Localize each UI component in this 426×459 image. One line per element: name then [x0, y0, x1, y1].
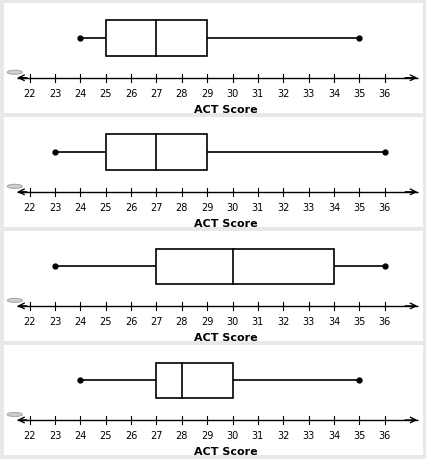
- Text: 32: 32: [276, 317, 289, 327]
- Text: 34: 34: [327, 89, 339, 99]
- Text: 31: 31: [251, 431, 263, 441]
- Text: 29: 29: [201, 431, 213, 441]
- Text: 32: 32: [276, 89, 289, 99]
- Text: 32: 32: [276, 203, 289, 213]
- Text: 23: 23: [49, 89, 61, 99]
- Text: ACT Score: ACT Score: [194, 105, 257, 114]
- Text: 30: 30: [226, 203, 238, 213]
- Text: 26: 26: [124, 89, 137, 99]
- Text: 22: 22: [23, 431, 36, 441]
- Text: 34: 34: [327, 317, 339, 327]
- Text: 31: 31: [251, 89, 263, 99]
- Text: 26: 26: [124, 203, 137, 213]
- Text: 33: 33: [302, 431, 314, 441]
- Circle shape: [7, 413, 22, 417]
- Text: 26: 26: [124, 317, 137, 327]
- Circle shape: [7, 71, 22, 75]
- Text: 36: 36: [378, 317, 390, 327]
- Circle shape: [7, 185, 22, 189]
- Circle shape: [7, 299, 22, 303]
- Text: 24: 24: [74, 203, 86, 213]
- Text: 34: 34: [327, 431, 339, 441]
- Text: 36: 36: [378, 203, 390, 213]
- Text: ACT Score: ACT Score: [194, 218, 257, 228]
- Text: 22: 22: [23, 317, 36, 327]
- Text: ACT Score: ACT Score: [194, 446, 257, 456]
- Text: 29: 29: [201, 89, 213, 99]
- Text: 24: 24: [74, 431, 86, 441]
- Text: 27: 27: [150, 317, 162, 327]
- Text: 27: 27: [150, 431, 162, 441]
- Text: 28: 28: [175, 431, 187, 441]
- Text: 34: 34: [327, 203, 339, 213]
- Bar: [156, 363, 232, 398]
- Bar: [106, 135, 207, 170]
- Text: 26: 26: [124, 431, 137, 441]
- Text: 33: 33: [302, 89, 314, 99]
- Text: 24: 24: [74, 89, 86, 99]
- Text: 30: 30: [226, 431, 238, 441]
- Text: 35: 35: [352, 431, 365, 441]
- Text: 32: 32: [276, 431, 289, 441]
- Text: 29: 29: [201, 203, 213, 213]
- Text: 23: 23: [49, 203, 61, 213]
- Text: 33: 33: [302, 203, 314, 213]
- Text: 29: 29: [201, 317, 213, 327]
- Text: 35: 35: [352, 89, 365, 99]
- Text: 28: 28: [175, 89, 187, 99]
- Text: 25: 25: [99, 203, 112, 213]
- Text: 30: 30: [226, 317, 238, 327]
- Text: 23: 23: [49, 431, 61, 441]
- Text: 28: 28: [175, 317, 187, 327]
- Text: 25: 25: [99, 317, 112, 327]
- Text: 27: 27: [150, 203, 162, 213]
- Text: 35: 35: [352, 203, 365, 213]
- Text: 35: 35: [352, 317, 365, 327]
- Text: 31: 31: [251, 203, 263, 213]
- Text: 30: 30: [226, 89, 238, 99]
- Bar: [106, 21, 207, 56]
- Text: 27: 27: [150, 89, 162, 99]
- Text: 33: 33: [302, 317, 314, 327]
- Text: 22: 22: [23, 203, 36, 213]
- Text: 36: 36: [378, 431, 390, 441]
- Text: 36: 36: [378, 89, 390, 99]
- Text: 25: 25: [99, 89, 112, 99]
- Text: 22: 22: [23, 89, 36, 99]
- Bar: [156, 249, 333, 284]
- Text: ACT Score: ACT Score: [194, 332, 257, 342]
- Text: 31: 31: [251, 317, 263, 327]
- Text: 28: 28: [175, 203, 187, 213]
- Text: 24: 24: [74, 317, 86, 327]
- Text: 23: 23: [49, 317, 61, 327]
- Text: 25: 25: [99, 431, 112, 441]
